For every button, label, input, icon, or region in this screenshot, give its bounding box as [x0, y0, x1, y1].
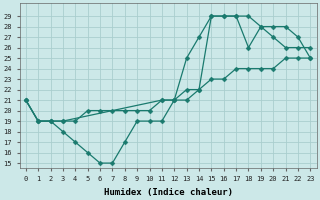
X-axis label: Humidex (Indice chaleur): Humidex (Indice chaleur)	[104, 188, 233, 197]
